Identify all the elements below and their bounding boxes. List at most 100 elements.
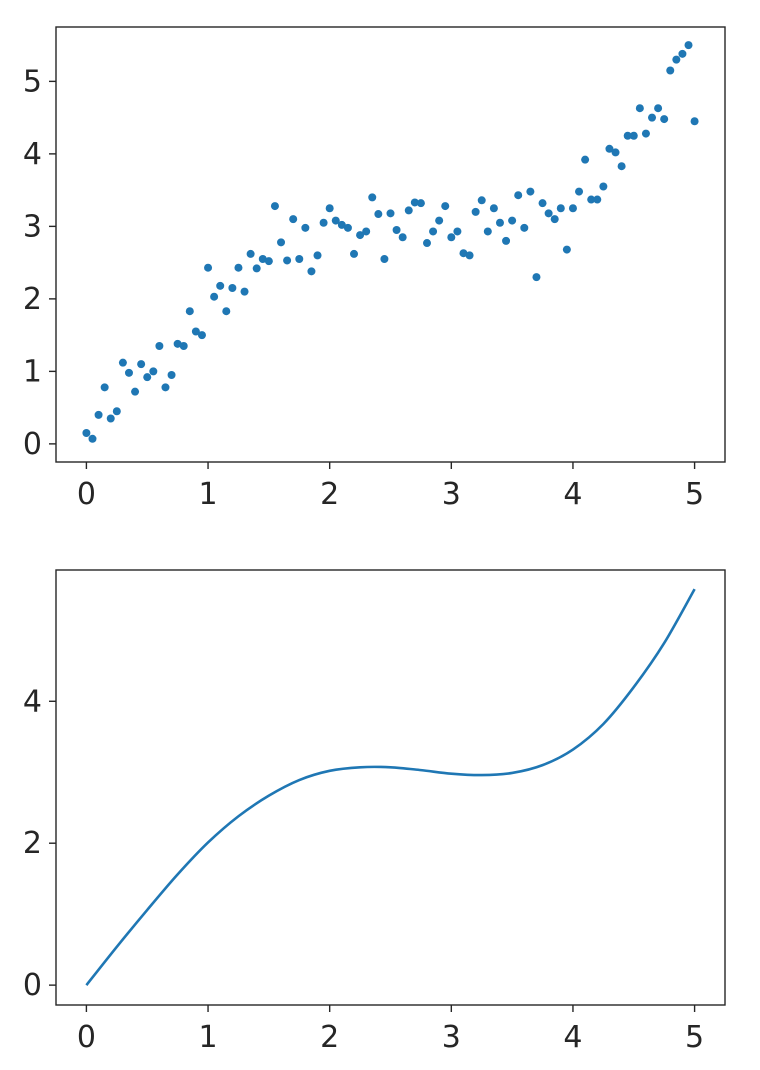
data-point [270,202,279,211]
data-point [118,358,127,367]
data-point [234,263,243,272]
data-point [587,195,596,204]
data-point [483,227,492,236]
data-point [575,187,584,196]
data-point [386,209,395,218]
data-point [593,195,602,204]
x-tick-label: 1 [198,1020,217,1055]
data-point [641,129,650,138]
data-point [167,371,176,379]
data-point [605,144,614,153]
data-point [277,238,286,247]
data-point [374,210,383,219]
x-tick-label: 4 [563,1020,582,1055]
data-point [137,360,146,369]
data-point [319,218,328,227]
data-point [556,204,565,213]
data-point [495,218,504,227]
data-point [453,227,462,236]
data-point [422,239,431,248]
data-point [666,66,675,75]
data-point [429,227,438,236]
data-point [441,202,450,211]
data-point [629,131,638,140]
y-tick-label: 2 [23,282,42,317]
data-point [289,215,298,224]
data-point [240,287,249,296]
data-point [514,191,523,200]
data-point [112,407,121,416]
data-point [143,373,152,382]
data-point [313,251,322,260]
data-point [301,223,310,232]
data-point [416,199,425,208]
data-point [204,263,213,272]
data-point [672,55,681,64]
y-tick-label: 5 [23,64,42,99]
scatter-panel: 0 1 2 3 4 5 0 1 2 3 4 5 [23,26,726,512]
data-point [331,216,340,225]
data-point [471,207,480,216]
data-point [252,264,261,273]
data-point [179,342,188,350]
data-point [337,220,346,229]
data-point [404,206,413,215]
data-point [599,182,608,191]
data-point [398,233,407,242]
x-tick-label: 2 [320,1020,339,1055]
data-point [124,368,133,377]
data-point [392,226,401,234]
x-tick-label: 5 [685,1020,704,1055]
data-point [581,155,590,164]
data-point [508,216,517,225]
x-tick-label: 1 [198,477,217,512]
data-point [690,117,699,126]
data-point [283,256,292,265]
y-tick-label: 3 [23,209,42,244]
data-point [520,223,529,232]
data-point [489,204,498,213]
data-point [264,257,273,266]
data-point [550,215,559,224]
data-point [459,249,468,258]
data-point [350,249,359,258]
x-tick-label: 4 [563,477,582,512]
data-point [623,131,632,140]
data-point [246,249,255,258]
data-point [131,387,140,396]
data-point [149,367,158,376]
x-tick-label: 2 [320,477,339,512]
data-point [380,255,389,263]
data-point [185,307,194,316]
data-point [173,339,182,348]
x-tick-label: 0 [77,1020,96,1055]
data-point [228,284,237,292]
data-point [532,273,541,282]
y-tick-label: 0 [23,968,42,1003]
x-tick-label: 3 [442,477,461,512]
series-line [85,588,696,986]
data-point [161,383,170,392]
data-point [435,216,444,225]
axes-frame [55,26,726,463]
data-point [155,342,164,350]
data-point [410,198,419,207]
data-point [258,255,267,263]
line-panel: 0 1 2 3 4 5 0 2 4 [23,569,726,1055]
data-point [477,196,486,205]
x-tick-label: 3 [442,1020,461,1055]
x-tick-label: 0 [77,477,96,512]
data-point [617,162,626,171]
data-point [611,148,620,157]
data-point [197,331,206,340]
x-tick-label: 5 [685,477,704,512]
y-tick-label: 0 [23,427,42,462]
y-tick-label: 4 [23,137,42,172]
axes-frame [55,569,726,1006]
data-point [82,429,91,437]
data-point [562,245,571,254]
data-point [295,255,304,263]
data-point [635,104,644,113]
data-point [325,204,334,213]
